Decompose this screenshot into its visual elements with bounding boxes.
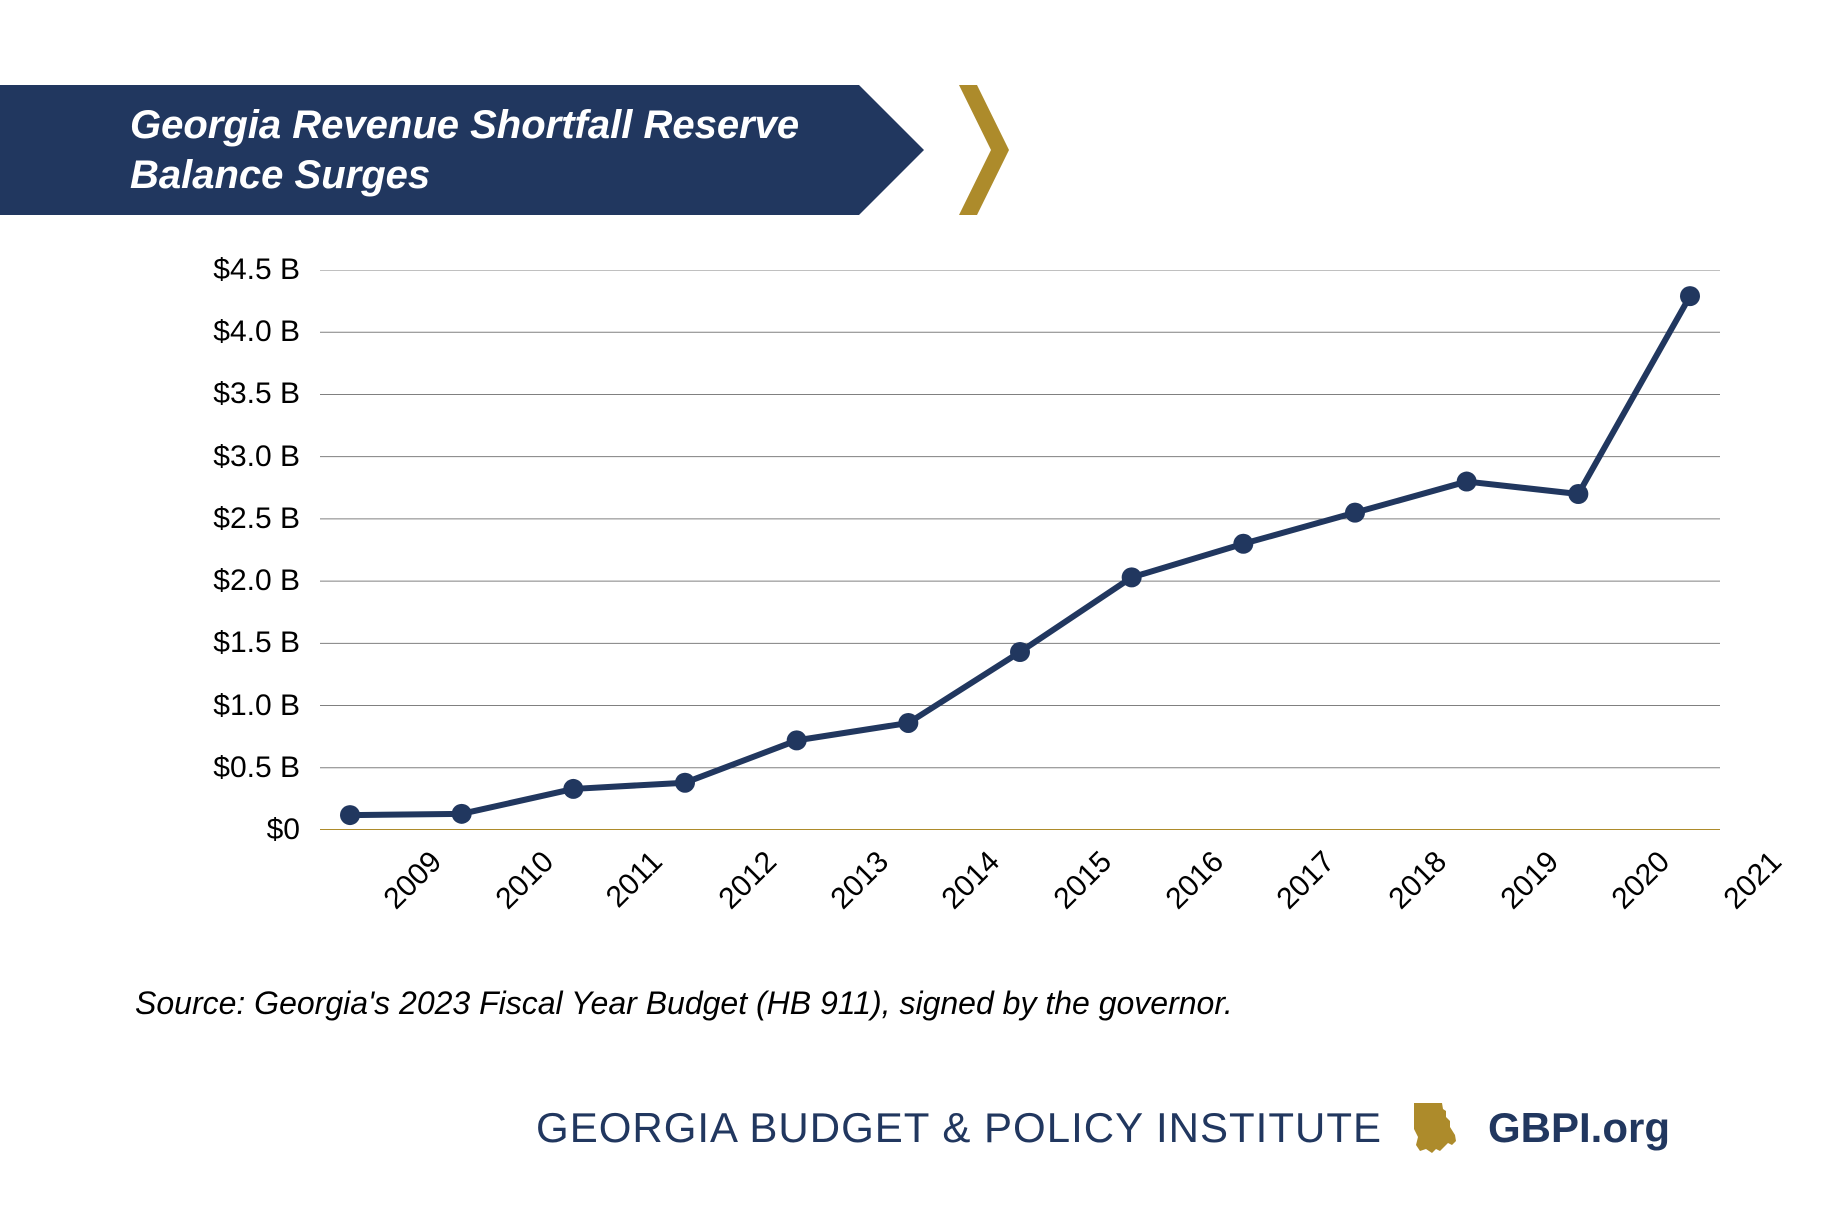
y-tick-label: $1.5 B [160, 626, 300, 660]
x-tick-label: 2021 [1718, 845, 1789, 916]
y-axis-labels: $0$0.5 B$1.0 B$1.5 B$2.0 B$2.5 B$3.0 B$3… [160, 270, 300, 830]
title-banner: Georgia Revenue Shortfall ReserveBalance… [0, 85, 1009, 215]
y-tick-label: $0 [160, 813, 300, 847]
x-axis-labels: 2009 2010 2011 2012 2013 2014 2015 2016 2017 2018… [320, 845, 1720, 965]
x-tick-label: 2011 [600, 845, 670, 915]
x-tick-label: 2020 [1606, 845, 1677, 916]
line-chart: $0 $0.5 B $1.0 B $1.5 B $2.0 B $2.5 B $3.0 B $3… [160, 270, 1720, 970]
source-text: Source: Georgia's 2023 Fiscal Year Budge… [135, 985, 1233, 1022]
x-tick-label: 2015 [1048, 845, 1119, 916]
x-tick-label: 2017 [1271, 845, 1342, 916]
x-tick-label: 2012 [713, 845, 784, 916]
x-tick-label: 2009 [378, 845, 449, 916]
x-tick-label: 2010 [489, 845, 560, 916]
y-tick-label: $4.0 B [160, 315, 300, 349]
georgia-state-icon [1410, 1099, 1460, 1157]
x-tick-label: 2018 [1383, 845, 1454, 916]
y-tick-label: $1.0 B [160, 689, 300, 723]
y-tick-label: $2.5 B [160, 502, 300, 536]
x-tick-label: 2016 [1159, 845, 1230, 916]
x-tick-label: 2014 [936, 845, 1007, 916]
x-tick-label: 2019 [1494, 845, 1565, 916]
plot-area [320, 270, 1720, 830]
chevron-gold-icon [959, 85, 1009, 215]
footer-org-name: GEORGIA BUDGET & POLICY INSTITUTE [536, 1104, 1382, 1152]
chart-title: Georgia Revenue Shortfall ReserveBalance… [130, 100, 799, 200]
y-tick-label: $3.0 B [160, 440, 300, 474]
y-tick-label: $0.5 B [160, 751, 300, 785]
footer-url: GBPI.org [1488, 1104, 1670, 1152]
footer: GEORGIA BUDGET & POLICY INSTITUTE GBPI.o… [536, 1099, 1670, 1157]
y-tick-label: $2.0 B [160, 564, 300, 598]
y-tick-label: $4.5 B [160, 253, 300, 287]
x-tick-label: 2013 [824, 845, 895, 916]
y-tick-label: $3.5 B [160, 377, 300, 411]
title-bar: Georgia Revenue Shortfall ReserveBalance… [0, 85, 859, 215]
